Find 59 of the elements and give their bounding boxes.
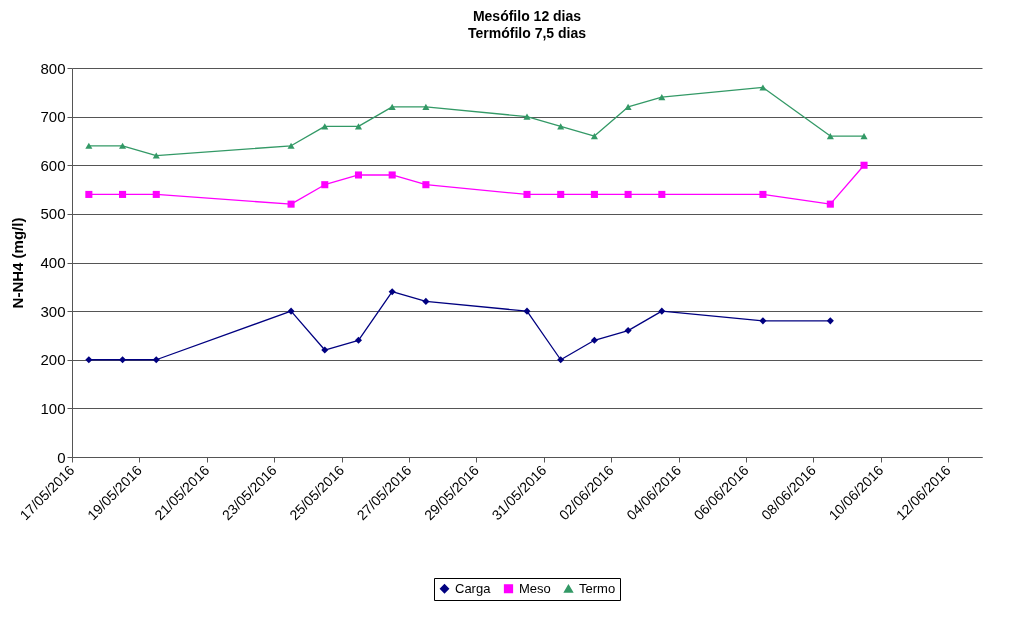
point xyxy=(826,200,834,208)
point xyxy=(85,190,93,198)
point xyxy=(388,288,396,296)
point xyxy=(287,142,295,149)
point xyxy=(388,103,396,110)
legend-label: Carga xyxy=(455,580,492,596)
point xyxy=(152,152,160,159)
point xyxy=(590,336,598,344)
point xyxy=(523,190,531,198)
point xyxy=(590,133,598,140)
point xyxy=(759,190,767,198)
point xyxy=(826,133,834,140)
point xyxy=(860,133,868,140)
point xyxy=(85,142,93,149)
legend-label: Termo xyxy=(579,580,616,596)
legend-label: Meso xyxy=(519,580,551,596)
point xyxy=(658,94,666,101)
point xyxy=(557,356,565,364)
point xyxy=(658,307,666,315)
point xyxy=(826,317,834,325)
point xyxy=(422,181,430,189)
chart-subtitle: Termófilo 7,5 dias xyxy=(468,25,587,41)
point xyxy=(557,190,565,198)
y-axis-title: N-NH4 (mg/l) xyxy=(9,217,27,309)
y-tick-label: 200 xyxy=(40,351,66,369)
point xyxy=(759,84,767,91)
point xyxy=(590,190,598,198)
point xyxy=(624,103,632,110)
point xyxy=(388,171,396,179)
y-tick-label: 0 xyxy=(57,448,66,466)
point xyxy=(119,190,127,198)
point xyxy=(287,200,295,208)
point xyxy=(624,327,632,335)
point xyxy=(354,336,363,344)
point xyxy=(422,297,430,305)
point xyxy=(321,346,329,354)
point xyxy=(321,181,329,189)
point xyxy=(287,307,295,315)
point xyxy=(354,171,363,179)
y-tick-label: 800 xyxy=(40,59,66,77)
y-tick-label: 300 xyxy=(40,302,66,320)
point xyxy=(523,307,531,315)
point xyxy=(119,356,127,364)
point xyxy=(523,113,531,120)
y-tick-label: 500 xyxy=(40,205,66,223)
y-tick-label: 100 xyxy=(40,399,66,417)
y-tick-label: 400 xyxy=(40,254,66,271)
point xyxy=(759,317,767,325)
y-tick-label: 600 xyxy=(40,156,66,174)
point xyxy=(119,142,127,149)
point xyxy=(152,356,160,364)
point xyxy=(85,356,93,364)
point xyxy=(624,190,632,198)
chart-title: Mesófilo 12 dias xyxy=(472,8,582,24)
point xyxy=(658,190,666,198)
y-tick-label: 700 xyxy=(40,108,66,126)
point xyxy=(422,103,430,110)
point xyxy=(152,190,160,198)
point xyxy=(860,161,868,169)
